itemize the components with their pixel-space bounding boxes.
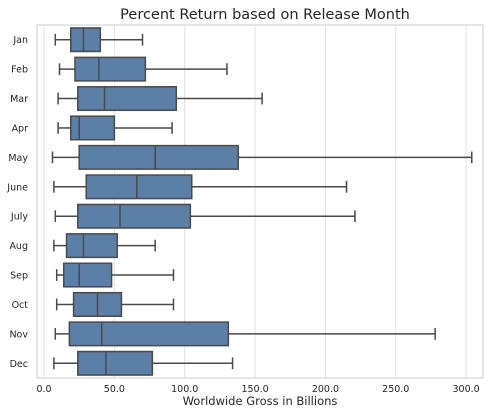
x-tick-label-6: 300.0 (453, 384, 480, 395)
iqr-box (85, 174, 193, 200)
box-aug (53, 233, 156, 259)
box-dec (53, 350, 234, 376)
y-tick-label-aug: Aug (9, 241, 28, 252)
iqr-box (78, 144, 239, 170)
y-tick-label-dec: Dec (10, 359, 28, 370)
iqr-box (74, 56, 147, 82)
x-tick-label-5: 250.0 (382, 384, 409, 395)
y-tick-label-may: May (8, 153, 28, 164)
box-apr (57, 115, 173, 141)
x-tick-label-4: 200.0 (312, 384, 339, 395)
x-tick-label-3: 150.0 (241, 384, 268, 395)
iqr-box (77, 86, 178, 112)
y-tick-label-july: July (10, 212, 28, 223)
x-tick-label-0: 0.0 (36, 384, 51, 395)
box-feb (58, 56, 228, 82)
y-tick-label-oct: Oct (12, 300, 29, 311)
iqr-box (68, 321, 230, 347)
y-tick-label-sep: Sep (10, 271, 28, 282)
x-axis-label: Worldwide Gross in Billions (183, 394, 338, 408)
grid-lines (43, 25, 467, 378)
y-tick-label-feb: Feb (11, 65, 28, 76)
box-sep (55, 262, 175, 288)
iqr-box (77, 203, 192, 229)
x-tick-label-1: 50.0 (104, 384, 125, 395)
y-tick-labels: Jan Feb Mar Apr May June July Aug Sep Oct Nov Dec (6, 35, 28, 370)
box-june (53, 174, 348, 200)
box-july (54, 203, 356, 229)
x-tick-labels: 0.0 50.0 100.0 150.0 200.0 250.0 300.0 (36, 384, 479, 395)
chart-title: Percent Return based on Release Month (120, 7, 410, 23)
iqr-box (62, 262, 113, 288)
iqr-box (70, 115, 116, 141)
box-mar (57, 86, 263, 112)
plot-area (36, 24, 484, 379)
y-tick-label-mar: Mar (10, 94, 28, 105)
box-may (51, 144, 473, 170)
box-nov (54, 321, 436, 347)
y-tick-label-jan: Jan (12, 35, 28, 46)
y-tick-label-june: June (6, 182, 28, 193)
x-tick-label-2: 100.0 (171, 384, 198, 395)
y-tick-label-nov: Nov (9, 329, 28, 340)
box-oct (55, 291, 175, 317)
iqr-box (77, 350, 154, 376)
boxes (51, 27, 473, 376)
box-jan (54, 27, 144, 53)
y-tick-label-apr: Apr (12, 123, 29, 134)
iqr-box (65, 233, 118, 259)
iqr-box (70, 27, 102, 53)
